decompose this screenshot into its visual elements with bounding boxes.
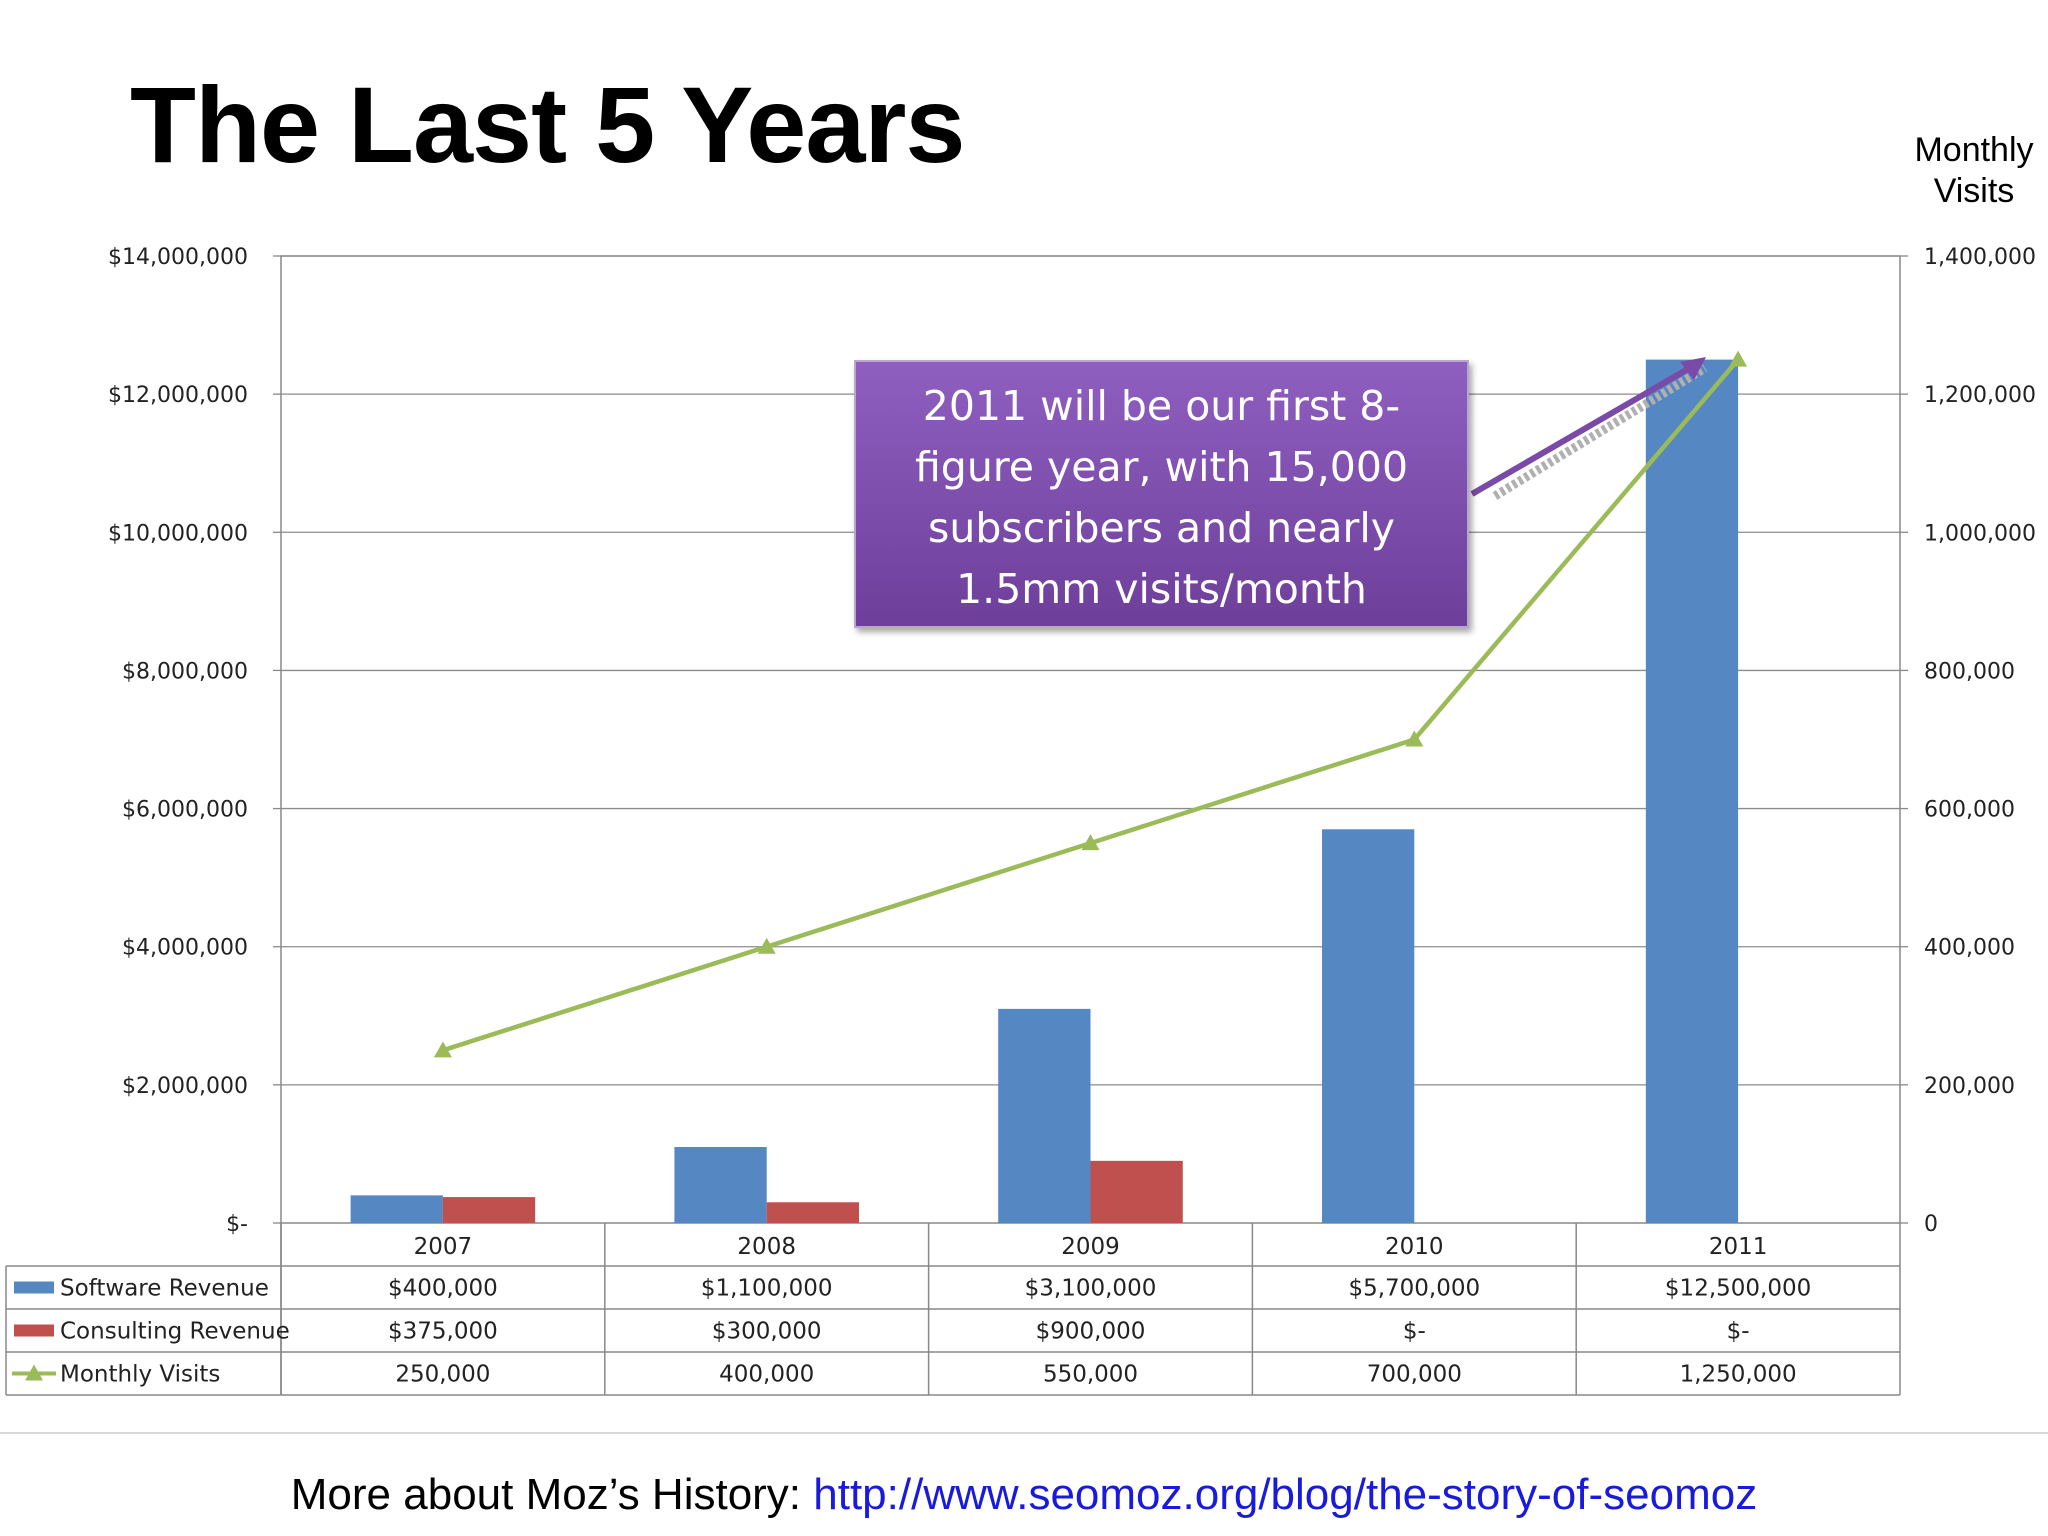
legend-key-visits-marker [25,1364,43,1381]
callout-arrow [1470,359,1702,497]
table-cell: $400,000 [388,1276,498,1302]
right-axis-tick-label: 600,000 [1924,798,2015,823]
right-axis-tick-label: 200,000 [1924,1074,2015,1099]
table-cell: 550,000 [1043,1362,1138,1388]
table-cell: $3,100,000 [1025,1276,1157,1302]
table-cell: $- [1403,1319,1426,1345]
point-monthly-visits [757,937,776,954]
bar-software-revenue [674,1147,767,1223]
bar-software-revenue [1322,829,1415,1223]
bar-consulting-revenue [442,1197,536,1223]
table-row-label: Consulting Revenue [60,1319,290,1345]
table-cell: 1,250,000 [1680,1362,1797,1388]
table-row-label: Monthly Visits [60,1362,220,1388]
table-cell: 700,000 [1367,1362,1462,1388]
right-axis-title-line1: Monthly [1914,131,2034,169]
point-monthly-visits [1729,350,1748,367]
table-cell: $12,500,000 [1665,1276,1811,1302]
right-axis-tick-label: 0 [1924,1212,1938,1237]
bar-software-revenue [1645,359,1739,1223]
right-axis-title: Monthly Visits [1900,130,2048,212]
legend-key-software [14,1281,54,1294]
table-header-year: 2010 [1385,1234,1444,1260]
right-axis-tick-label: 400,000 [1924,936,2015,961]
footer-link[interactable]: http://www.seomoz.org/blog/the-story-of-… [813,1470,1758,1519]
footer: More about Moz’s History: http://www.seo… [0,1470,2048,1520]
left-axis-tick-label: $- [226,1212,248,1237]
callout-line-2: figure year, with 15,000 [914,443,1409,491]
combo-chart: $- $2,000,000 $4,000,000 $6,000,000 $8,000,0… [5,245,2036,1396]
left-axis-tick-label: $4,000,000 [122,936,248,961]
bar-consulting-revenue [766,1202,859,1223]
left-axis-tick-label: $10,000,000 [108,521,248,546]
callout-box: 2011 will be our first 8- figure year, w… [854,360,1469,628]
slide-title: The Last 5 Years [130,64,965,185]
table-cell: $375,000 [388,1319,498,1345]
callout-line-4: 1.5mm visits/month [956,565,1367,613]
left-axis-tick-label: $8,000,000 [122,659,248,684]
left-axis-tick-label: $2,000,000 [122,1074,248,1099]
table-header-year: 2008 [737,1234,796,1260]
point-monthly-visits [1405,730,1424,747]
table-cell: $5,700,000 [1348,1276,1480,1302]
footer-prefix: More about Moz’s History: [290,1470,814,1519]
callout-line-1: 2011 will be our first 8- [922,382,1401,430]
right-axis-title-line2: Visits [1933,172,2015,210]
table-cell: $- [1727,1319,1750,1345]
table-cell: 250,000 [395,1362,490,1388]
table-cell: 400,000 [719,1362,814,1388]
point-monthly-visits [1081,834,1100,851]
left-axis-tick-label: $6,000,000 [122,798,248,823]
left-axis-tick-label: $12,000,000 [108,383,248,408]
right-axis-tick-label: 1,000,000 [1924,521,2036,546]
callout-arrow-shadow [1492,364,1708,500]
footer-divider [0,1432,2048,1434]
callout-line-3: subscribers and nearly [927,504,1396,552]
point-monthly-visits [433,1041,452,1058]
left-axis-tick-label: $14,000,000 [108,245,248,270]
bar-software-revenue [998,1008,1091,1223]
right-axis-tick-label: 800,000 [1924,659,2015,684]
bar-software-revenue [350,1195,443,1223]
bar-consulting-revenue [1090,1160,1183,1223]
callout-arrow-head [1680,357,1706,380]
table-header-year: 2007 [414,1234,473,1260]
right-axis-tick-label: 1,200,000 [1924,383,2036,408]
table-header-year: 2011 [1709,1234,1768,1260]
table-cell: $900,000 [1036,1319,1146,1345]
table-cell: $1,100,000 [701,1276,833,1302]
right-axis-tick-label: 1,400,000 [1924,245,2036,270]
table-cell: $300,000 [712,1319,822,1345]
legend-key-consulting [14,1324,54,1337]
table-row-label: Software Revenue [60,1276,269,1302]
table-header-year: 2009 [1061,1234,1120,1260]
